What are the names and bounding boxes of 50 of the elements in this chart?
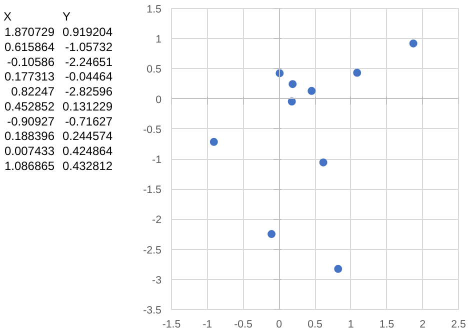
text: -0.71627 [65,114,113,128]
text: 0.452852 [4,99,55,114]
y-tick-label: 1 [156,34,162,46]
y-tick-label: -3 [152,274,162,286]
x-tick-label: 1 [348,318,354,330]
y-tick-label: -2.5 [143,244,162,256]
y-tick-label: -1.5 [143,184,162,196]
text: 1.086865 [4,158,55,173]
point [334,264,342,273]
point [409,39,418,48]
point [308,86,316,95]
text: 1.870729 [4,25,55,40]
point [353,68,362,77]
text: 0.424864 [62,144,113,158]
y-tick-label: -1 [152,154,162,166]
y-tick-label: 0.5 [146,64,162,76]
x-tick-label: 1.5 [379,318,394,330]
text: Y [62,10,71,24]
text: 0.177313 [4,70,55,84]
y-tick-label: -3.5 [143,304,162,316]
text: -2.24651 [65,54,113,69]
x-tick-label: -0.5 [234,318,253,330]
y-tick-label: -0.5 [143,124,162,136]
text: -1.05732 [65,40,113,54]
text: 0.007433 [4,144,55,158]
x-tick-label: 0 [276,318,282,330]
y-tick-label: -2 [152,214,162,226]
text: -0.04464 [65,70,113,84]
point [268,230,276,238]
text: 0.919204 [62,25,113,40]
text: -2.82596 [65,84,113,99]
text: 0.82247 [11,84,55,99]
x-tick-label: 0.5 [308,318,322,330]
text: 0.131229 [62,99,113,114]
point [288,97,296,106]
x-tick-label: 2.5 [451,318,466,330]
point [210,138,218,146]
text: X [4,10,12,24]
x-tick-label: 2 [420,318,426,330]
text: 0.615864 [4,40,55,54]
y-tick-label: 0 [156,94,162,106]
text: 0.244574 [62,129,113,144]
text: -0.10586 [7,54,55,69]
text: -0.90927 [7,114,55,128]
x-tick-label: -1 [202,318,212,330]
text: 0.188396 [4,129,55,144]
point [319,158,328,166]
point [288,80,297,88]
y-tick-label: 1.5 [146,4,162,16]
text: 0.432812 [62,158,113,173]
